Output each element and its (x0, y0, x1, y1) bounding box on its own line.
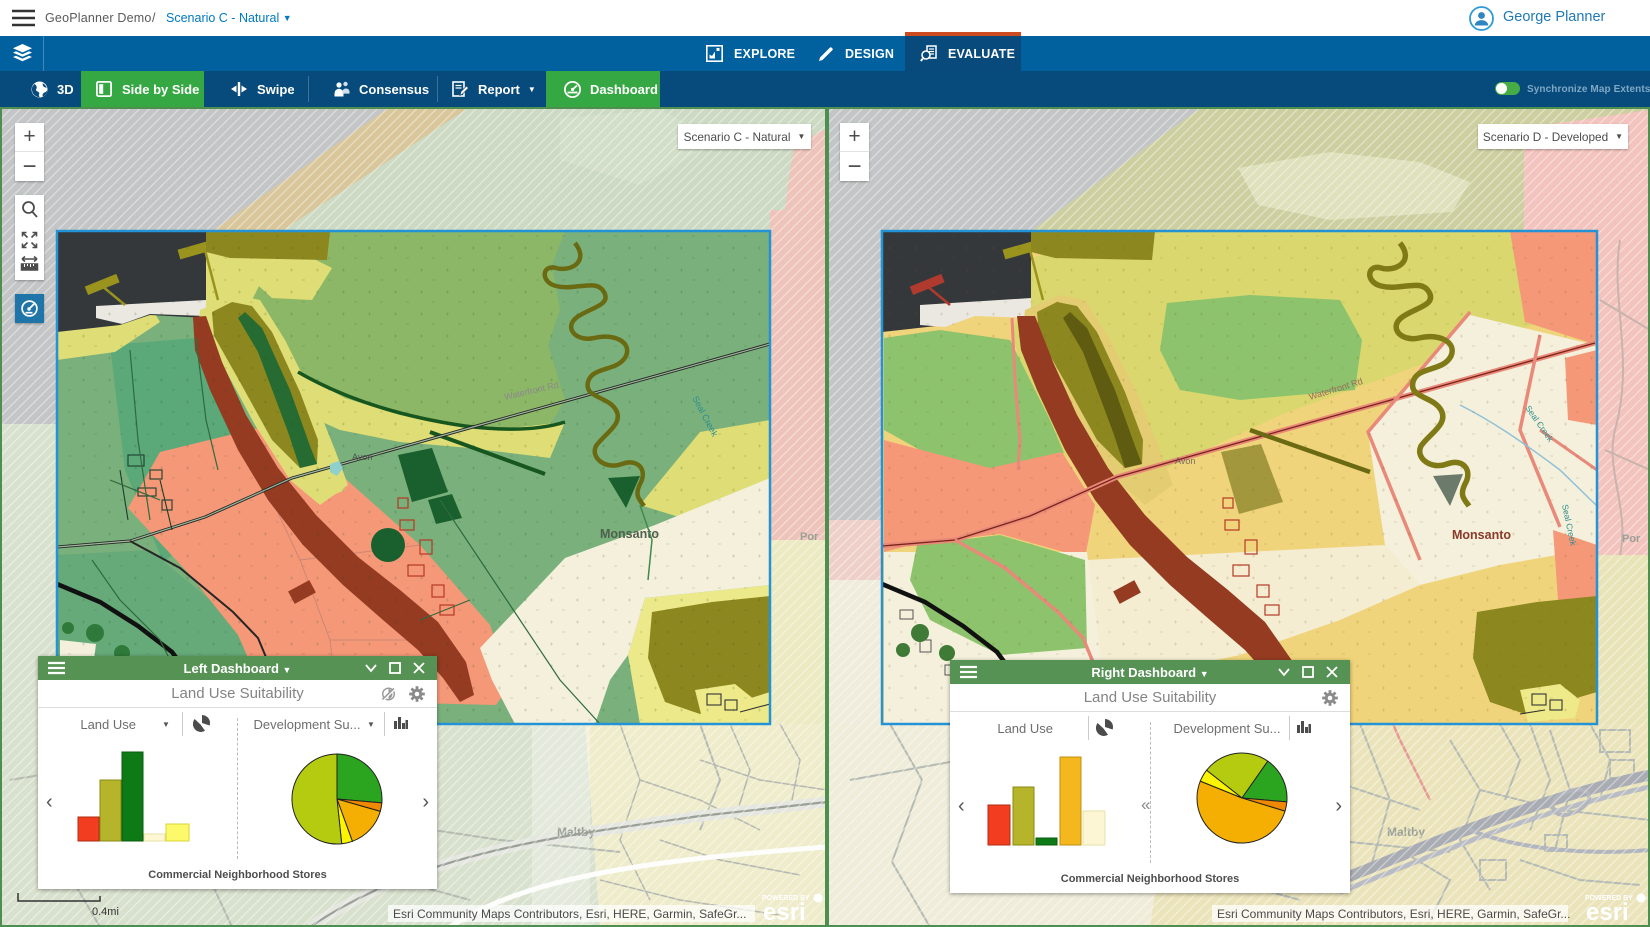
svg-text:esri: esri (1586, 899, 1629, 926)
svg-text:Por: Por (1622, 533, 1641, 545)
svg-text:Esri Community Maps Contributo: Esri Community Maps Contributors, Esri, … (393, 907, 746, 921)
svg-text:Esri Community Maps Contributo: Esri Community Maps Contributors, Esri, … (1217, 907, 1570, 921)
svg-text:POWERED BY: POWERED BY (1585, 895, 1633, 902)
svg-text:Por: Por (800, 531, 819, 543)
svg-text:POWERED BY: POWERED BY (762, 895, 810, 902)
svg-text:esri: esri (763, 899, 806, 926)
svg-text:0.4mi: 0.4mi (92, 906, 119, 918)
